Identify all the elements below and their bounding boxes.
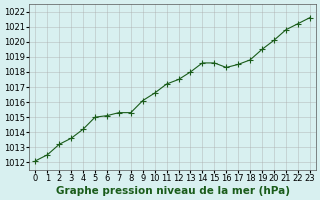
X-axis label: Graphe pression niveau de la mer (hPa): Graphe pression niveau de la mer (hPa) — [56, 186, 290, 196]
